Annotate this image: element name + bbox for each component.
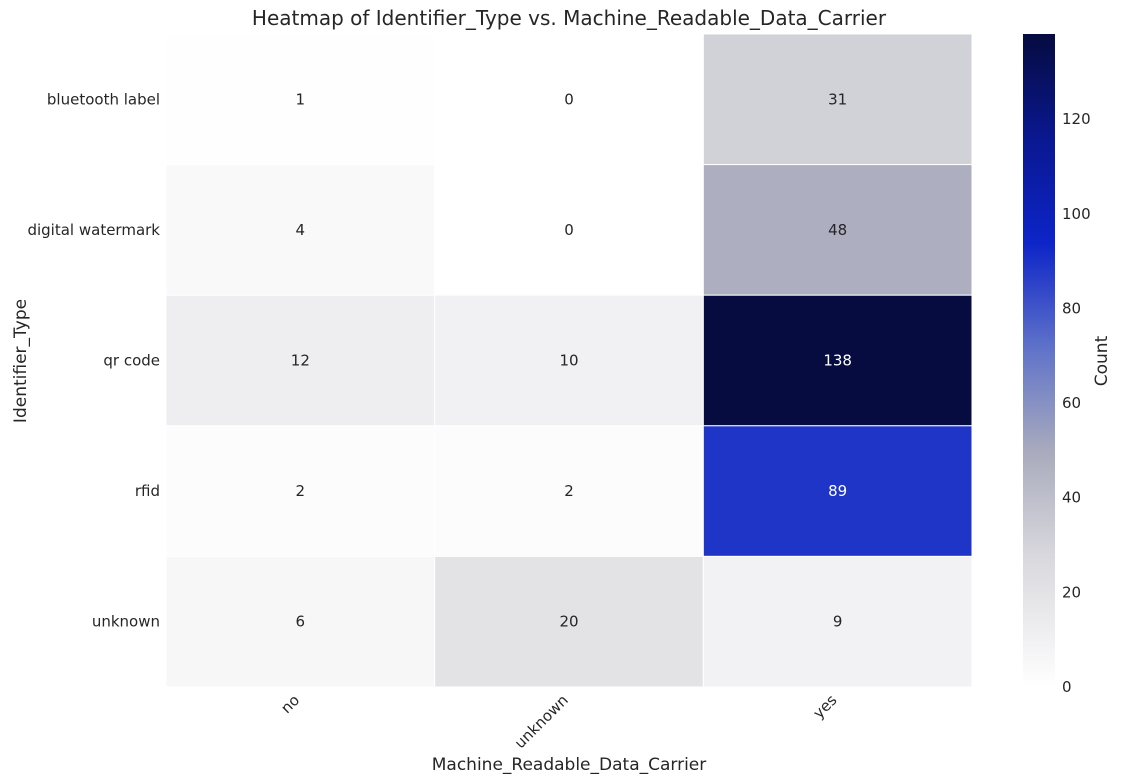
heatmap-cell-label: 1 [296,90,306,108]
heatmap-cell-label: 9 [833,613,843,631]
colorbar-tick-label: 80 [1062,299,1081,317]
colorbar [1023,34,1055,687]
heatmap-cell-label: 31 [828,90,847,108]
heatmap-cell-label: 0 [564,90,574,108]
colorbar-tick-label: 40 [1062,489,1081,507]
colorbar-tick-label: 60 [1062,394,1081,412]
heatmap-cell [434,164,704,296]
heatmap-cell [165,294,436,427]
y-tick-label: bluetooth label [47,90,160,108]
y-axis-label: Identifier_Type [11,299,31,423]
heatmap-cell [702,164,973,296]
heatmap-cell-label: 0 [564,221,574,239]
colorbar-tick-label: 20 [1062,583,1081,601]
x-axis-ticks: no unknown yes [277,691,840,752]
colorbar-tick-label: 0 [1062,678,1072,696]
heatmap-cell [702,555,973,688]
heatmap-cell-label: 20 [559,613,578,631]
heatmap-cell-label: 4 [296,221,306,239]
heatmap-cell-label: 48 [828,221,847,239]
heatmap-cell [434,33,704,166]
x-axis-label: Machine_Readable_Data_Carrier [432,755,707,775]
heatmap-cell [702,33,973,166]
y-axis-ticks: bluetooth label digital watermark qr code r… [27,90,160,630]
heatmap-cell-label: 2 [564,482,574,500]
heatmap-cell [434,555,704,688]
heatmap-cell-label: 89 [828,482,847,500]
x-tick-label: unknown [511,691,572,752]
heatmap-cell-label: 6 [296,613,306,631]
heatmap-cell [165,33,436,166]
heatmap-cell [434,294,704,427]
heatmap-cell [702,425,973,557]
heatmap-cell [165,164,436,296]
colorbar-tick-label: 120 [1062,110,1091,128]
heatmap-cell [165,555,436,688]
colorbar-label: Count [1092,335,1112,386]
chart-title: Heatmap of Identifier_Type vs. Machine_R… [252,6,887,30]
heatmap-cells [165,33,973,688]
heatmap-cell-label: 138 [823,352,852,370]
heatmap-cell-label: 10 [559,352,578,370]
heatmap-cell-label: 2 [296,482,306,500]
heatmap-cell [165,425,436,557]
x-tick-label: no [277,691,303,717]
y-tick-label: rfid [135,482,160,500]
y-tick-label: qr code [103,352,160,370]
y-tick-label: digital watermark [27,221,160,239]
colorbar-tick-label: 100 [1062,205,1091,223]
heatmap-cell-label: 12 [291,352,310,370]
y-tick-label: unknown [92,613,160,631]
x-tick-label: yes [809,691,840,722]
colorbar-ticks: 0 20 40 60 80 100 120 [1062,110,1091,696]
